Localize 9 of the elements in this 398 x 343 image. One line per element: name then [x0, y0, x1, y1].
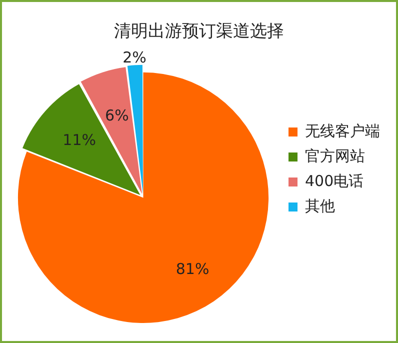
legend-label: 无线客户端 — [305, 122, 380, 140]
legend-label: 官方网站 — [305, 146, 365, 165]
data-label: 6% — [105, 106, 129, 125]
chart-title: 清明出游预订渠道选择 — [114, 22, 284, 42]
data-label: 81% — [176, 260, 210, 278]
legend-label: 其他 — [305, 196, 335, 215]
legend-label: 400电话 — [305, 172, 364, 190]
data-label: 2% — [122, 48, 146, 67]
data-label: 11% — [62, 131, 96, 150]
